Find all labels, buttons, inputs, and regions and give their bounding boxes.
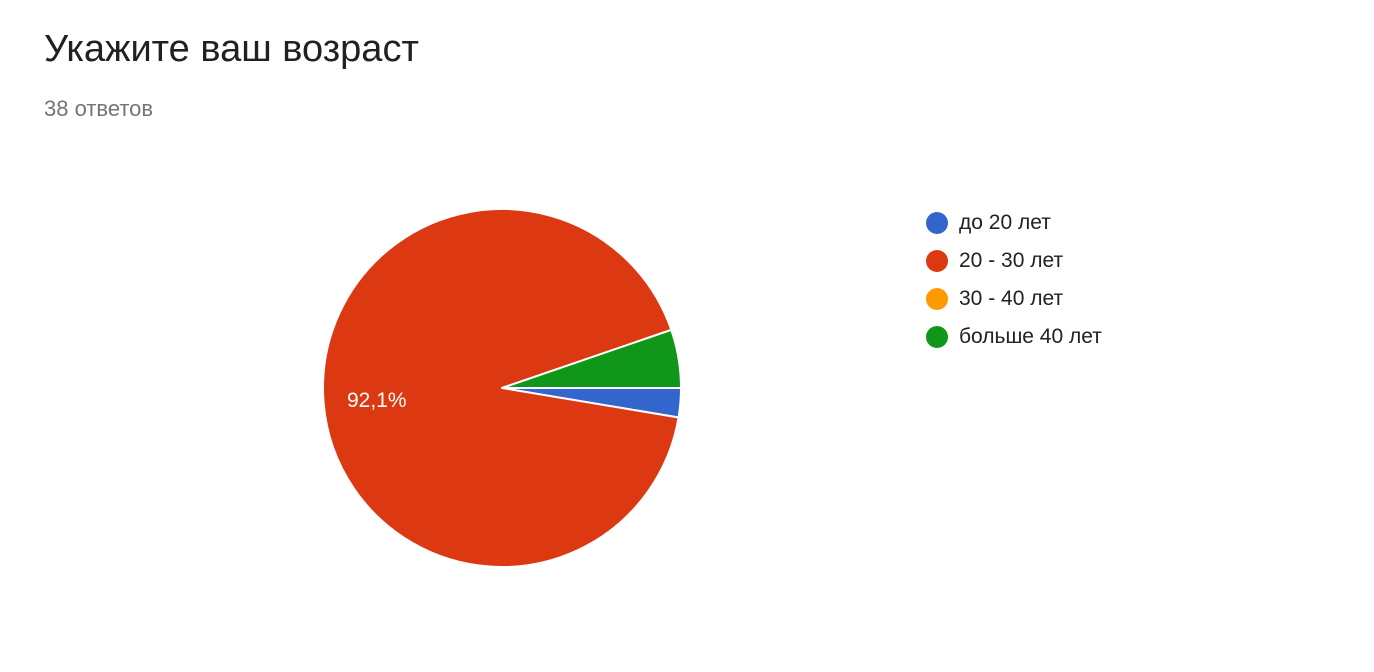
legend-swatch-icon	[926, 326, 948, 348]
legend-label: 30 - 40 лет	[959, 287, 1064, 310]
legend-swatch-icon	[926, 288, 948, 310]
pie-slice-3[interactable]	[501, 328, 682, 389]
legend-label: 20 - 30 лет	[959, 249, 1064, 272]
legend-item-over-40[interactable]: больше 40 лет	[926, 318, 1102, 356]
legend-item-30-40[interactable]: 30 - 40 лет	[926, 280, 1102, 318]
legend-item-20-30[interactable]: 20 - 30 лет	[926, 242, 1102, 280]
pie-slice-label-1: 92,1%	[347, 389, 407, 412]
legend-swatch-icon	[926, 212, 948, 234]
legend-label: больше 40 лет	[959, 325, 1102, 348]
chart-legend: до 20 лет 20 - 30 лет 30 - 40 лет больше…	[926, 204, 1102, 356]
legend-label: до 20 лет	[959, 211, 1051, 234]
response-count: 38 ответов	[44, 96, 154, 121]
legend-swatch-icon	[926, 250, 948, 272]
legend-item-under-20[interactable]: до 20 лет	[926, 204, 1102, 242]
pie-slice-1[interactable]	[322, 208, 680, 568]
chart-title: Укажите ваш возраст	[44, 28, 419, 70]
